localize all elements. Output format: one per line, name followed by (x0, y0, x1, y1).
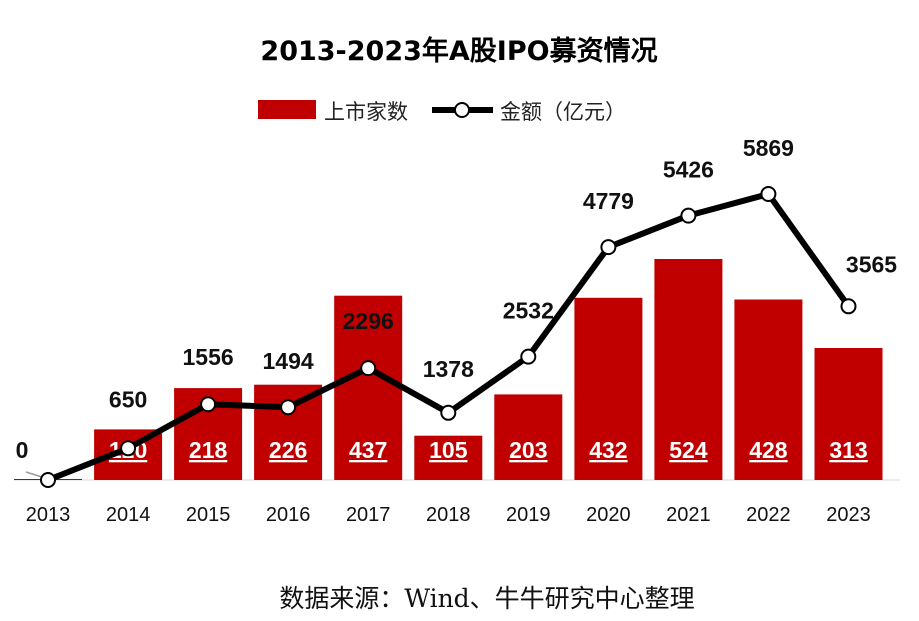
bar-2021 (654, 259, 723, 480)
line-point-2016 (280, 399, 297, 416)
legend-line-label: 金额（亿元） (500, 100, 626, 124)
bar-label-2018: 105 (429, 437, 468, 463)
line-label-2013: 0 (16, 437, 29, 463)
line-point-2020 (600, 239, 617, 256)
line-label-2021: 5426 (663, 157, 714, 183)
line-label-2022: 5869 (743, 135, 794, 161)
x-tick-2022: 2022 (746, 504, 791, 526)
legend-bar-swatch (258, 100, 316, 119)
chart-title: 2013-2023年A股IPO募资情况 (260, 35, 657, 67)
bar-label-group: 120218226437105203432524428313 (109, 437, 868, 463)
source-note: 数据来源：Wind、牛牛研究中心整理 (279, 584, 694, 613)
x-tick-2023: 2023 (826, 504, 871, 526)
line-point-2018 (440, 404, 457, 421)
legend: 上市家数 金额（亿元） (258, 100, 626, 124)
line-label-2016: 1494 (263, 348, 314, 374)
line-point-2013 (40, 472, 56, 488)
x-tick-2014: 2014 (106, 504, 151, 526)
line-label-2014: 650 (109, 386, 147, 412)
line-label-2018: 1378 (423, 356, 474, 382)
bar-label-2015: 218 (189, 437, 228, 463)
line-label-2017: 2296 (343, 308, 394, 334)
bar-label-2016: 226 (269, 437, 307, 463)
line-series (25, 186, 857, 488)
x-tick-2013: 2013 (26, 504, 71, 526)
x-tick-2019: 2019 (506, 504, 551, 526)
x-tick-2017: 2017 (346, 504, 391, 526)
line-point-2015 (200, 396, 217, 413)
x-tick-2021: 2021 (666, 504, 711, 526)
bar-label-2021: 524 (669, 437, 708, 463)
line-point-2022 (760, 186, 777, 202)
bar-2020 (574, 297, 643, 480)
x-tick-2015: 2015 (186, 504, 231, 526)
line-label-2015: 1556 (183, 344, 234, 370)
line-point-2021 (680, 207, 697, 224)
x-tick-2020: 2020 (586, 504, 631, 526)
bar-label-2022: 428 (749, 437, 788, 463)
line-point-2017 (360, 360, 377, 377)
line-label-group: 0 650 1556 1494 2296 1378 2532 4779 5426 5869 3565 (16, 135, 898, 463)
line-label-2023: 3565 (846, 251, 897, 277)
bar-2019 (494, 394, 563, 480)
bar-2016 (254, 384, 323, 480)
bar-2017 (334, 295, 403, 480)
x-tick-2016: 2016 (266, 504, 311, 526)
bar-2022 (734, 299, 803, 480)
line-label-2020: 4779 (583, 188, 634, 214)
bar-label-2020: 432 (589, 437, 627, 463)
x-tick-2018: 2018 (426, 504, 471, 526)
line-point-2014 (120, 440, 137, 457)
line-point-2019 (520, 348, 537, 365)
legend-line-marker (454, 102, 470, 118)
legend-bar-label: 上市家数 (324, 100, 408, 124)
x-tick-group: 2013 2014 2015 2016 2017 2018 2019 2020 2021 2022… (26, 504, 871, 526)
bar-2023 (814, 348, 883, 480)
bar-label-2017: 437 (349, 437, 387, 463)
bar-series (14, 259, 883, 480)
line-point-2023 (840, 298, 857, 315)
bar-label-2019: 203 (509, 437, 547, 463)
bar-2018 (414, 435, 483, 480)
line-label-2019: 2532 (503, 298, 554, 324)
bar-label-2023: 313 (829, 437, 867, 463)
